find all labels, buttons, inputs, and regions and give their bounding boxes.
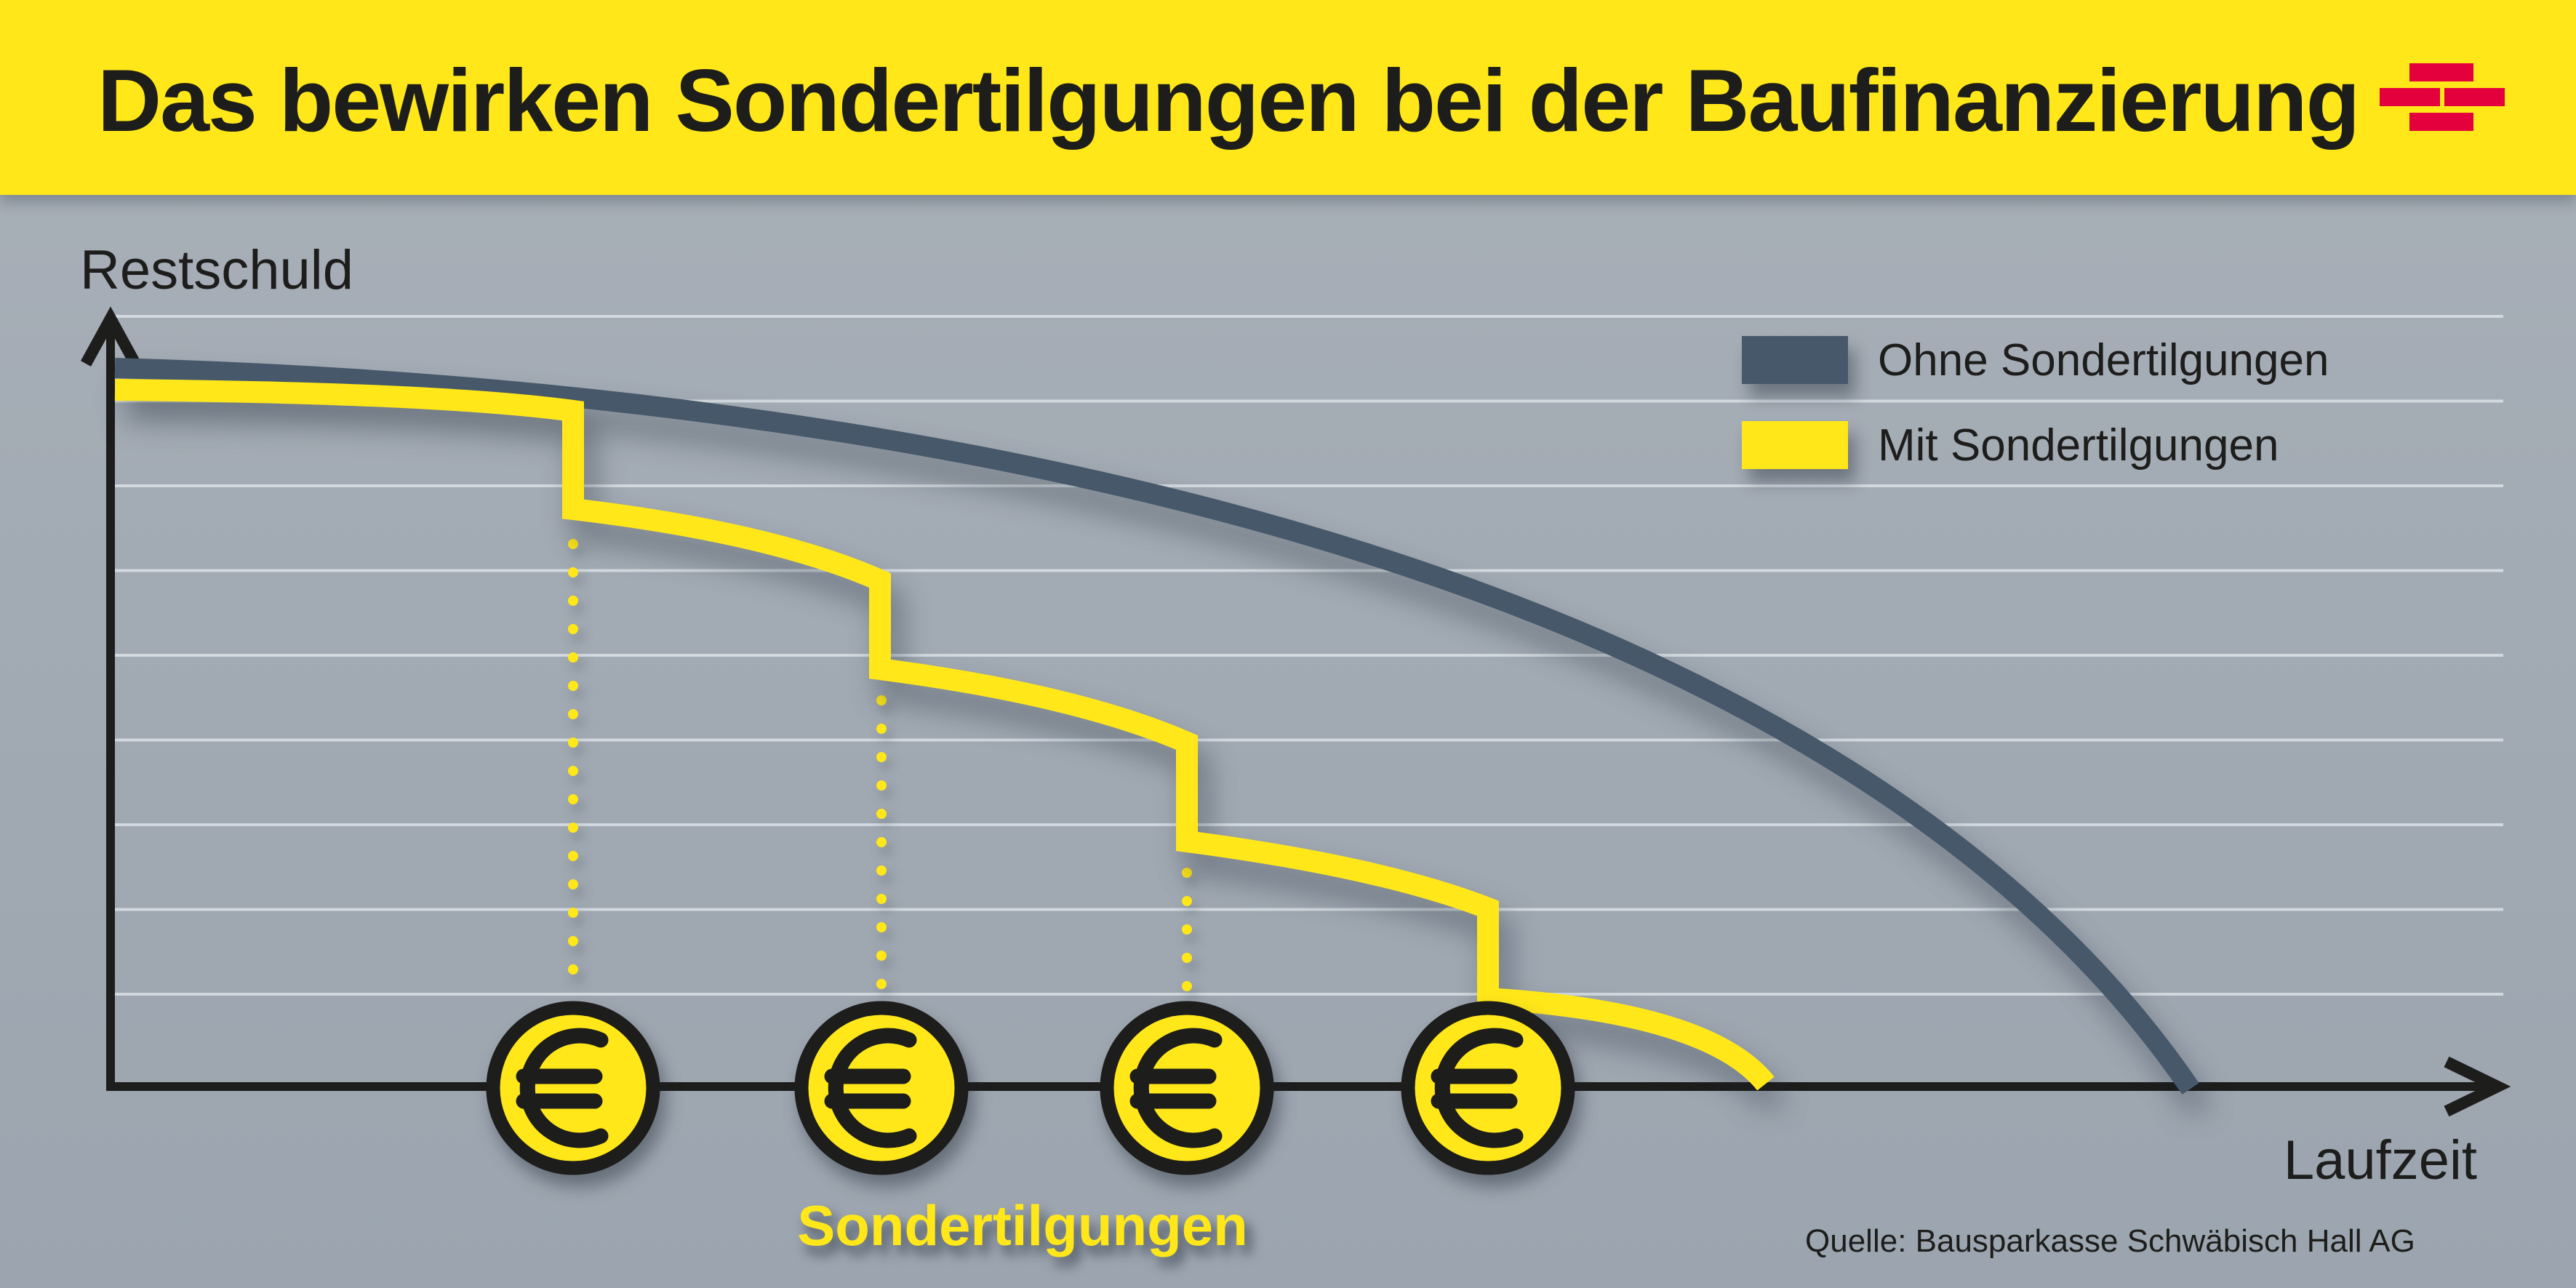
page-title: Das bewirken Sondertilgungen bei der Bau… [97, 51, 2360, 150]
x-axis-label: Laufzeit [2283, 1129, 2477, 1191]
annotation-sondertilgungen: Sondertilgungen [797, 1193, 1248, 1257]
y-axis-label: Restschuld [80, 239, 353, 301]
logo-brick [2409, 63, 2473, 81]
curve-ohne-sondertilgungen [114, 358, 2199, 1095]
legend-swatch-ohne [1742, 336, 1848, 384]
euro-coin-icon [486, 1001, 660, 1175]
euro-coin-icon [794, 1001, 969, 1175]
curve-mit-sondertilgungen [114, 379, 1775, 1091]
x-axis-arrow-icon [2444, 1056, 2511, 1117]
y-axis-arrow-icon [80, 306, 141, 367]
logo-brick [2380, 88, 2440, 106]
dotted-connectors [568, 539, 1192, 994]
source-note: Quelle: Bausparkasse Schwäbisch Hall AG [1805, 1223, 2415, 1259]
sondertilgung-markers [486, 1001, 1575, 1175]
page-header: Das bewirken Sondertilgungen bei der Bau… [0, 0, 2576, 195]
legend-swatch-mit [1742, 421, 1848, 469]
legend-label: Mit Sondertilgungen [1878, 420, 2279, 471]
schwaebisch-hall-logo-icon [2380, 63, 2505, 131]
euro-coin-icon [1100, 1001, 1274, 1175]
logo-brick [2444, 88, 2505, 106]
gridlines [115, 315, 2503, 996]
logo-brick [2409, 113, 2473, 131]
euro-coin-icon [1401, 1001, 1575, 1175]
legend-label: Ohne Sondertilgungen [1878, 335, 2329, 385]
